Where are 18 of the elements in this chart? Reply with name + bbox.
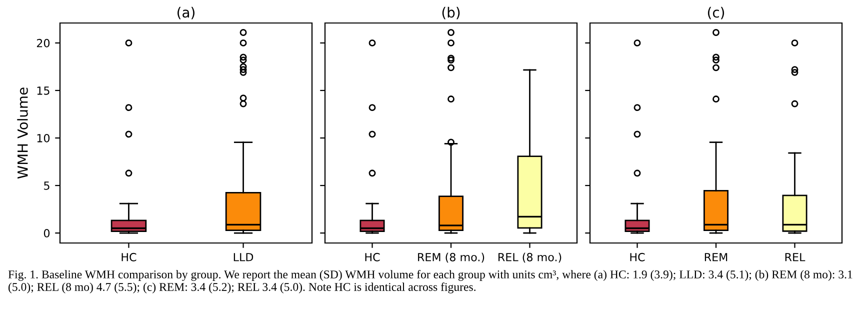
y-tick-label: 5: [44, 182, 50, 190]
x-tick-label: LLD: [234, 253, 254, 262]
y-tick-label: 10: [37, 134, 50, 142]
y-tick-label: 15: [37, 86, 50, 95]
y-tick-label: 0: [44, 228, 50, 238]
x-tick-label: REL (8 mo.): [498, 252, 562, 263]
y-tick-label: 20: [36, 38, 50, 48]
chart-title: (b): [442, 6, 460, 20]
x-tick-label: REM (8 mo.): [418, 252, 484, 263]
x-tick-label: HC: [122, 252, 136, 262]
x-tick-label: REM: [704, 253, 728, 262]
x-tick-label: HC: [365, 252, 380, 262]
chart-title: (a): [178, 6, 194, 20]
chart-title: (c): [708, 6, 724, 20]
caption: Fig. 1. Baseline WMH comparison by group. We report the mean (SD) WMH volume for each group with units cm³, where (a) HC: 1.9 (3.9); LLD: 3.4 (5.1); (b) REM (8 mo): 3.1 (5.0); REL (8 mo) 4.7 (5.5); (c) REM: 3.4 (5.2); REL 3.4 (5.0). Note HC is identical across figures.: [8, 270, 852, 294]
y-axis-title: WMH Volume: [17, 88, 28, 179]
x-tick-label: HC: [630, 252, 645, 262]
x-tick-label: REL: [785, 253, 806, 262]
